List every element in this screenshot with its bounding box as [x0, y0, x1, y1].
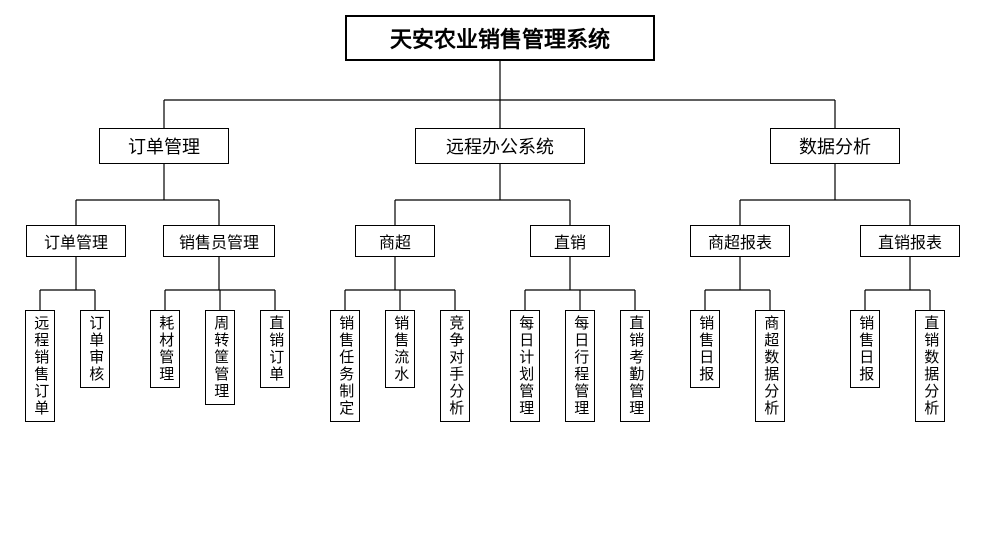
leaf-node-10: 直销考勤管理	[620, 310, 650, 422]
root-node: 天安农业销售管理系统	[345, 15, 655, 61]
leaf-node-3: 周转筐管理	[205, 310, 235, 405]
leaf-node-2: 耗材管理	[150, 310, 180, 388]
leaf-node-14: 直销数据分析	[915, 310, 945, 422]
level1-node-2: 数据分析	[770, 128, 900, 164]
leaf-node-13: 销售日报	[850, 310, 880, 388]
leaf-node-5: 销售任务制定	[330, 310, 360, 422]
level2-node-2: 商超	[355, 225, 435, 257]
leaf-node-1: 订单审核	[80, 310, 110, 388]
leaf-node-12: 商超数据分析	[755, 310, 785, 422]
leaf-node-4: 直销订单	[260, 310, 290, 388]
level1-node-0: 订单管理	[99, 128, 229, 164]
level2-node-1: 销售员管理	[163, 225, 275, 257]
leaf-node-0: 远程销售订单	[25, 310, 55, 422]
leaf-node-11: 销售日报	[690, 310, 720, 388]
level2-node-5: 直销报表	[860, 225, 960, 257]
level2-node-0: 订单管理	[26, 225, 126, 257]
level2-node-3: 直销	[530, 225, 610, 257]
leaf-node-6: 销售流水	[385, 310, 415, 388]
leaf-node-7: 竞争对手分析	[440, 310, 470, 422]
org-tree-diagram: 天安农业销售管理系统订单管理远程办公系统数据分析订单管理销售员管理商超直销商超报…	[10, 10, 990, 540]
connector-lines	[10, 10, 990, 540]
level1-node-1: 远程办公系统	[415, 128, 585, 164]
leaf-node-9: 每日行程管理	[565, 310, 595, 422]
leaf-node-8: 每日计划管理	[510, 310, 540, 422]
level2-node-4: 商超报表	[690, 225, 790, 257]
